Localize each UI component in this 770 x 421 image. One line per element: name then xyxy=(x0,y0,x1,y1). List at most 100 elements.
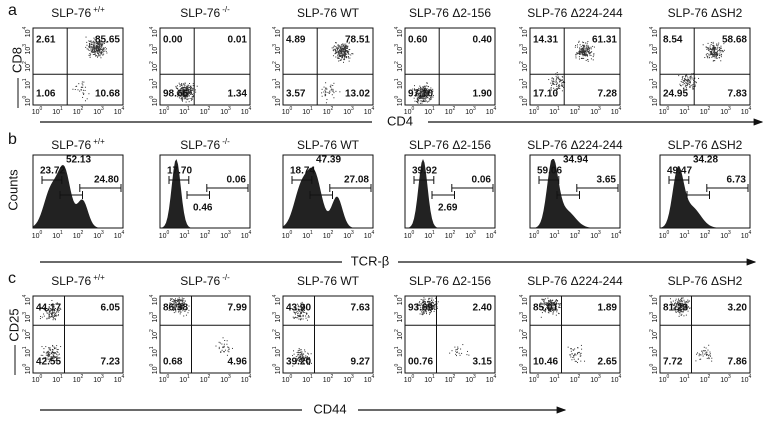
tick-exponent: 2 xyxy=(708,374,711,380)
tick-label: 104 xyxy=(22,26,32,37)
event-dot xyxy=(99,55,100,56)
event-dot xyxy=(97,57,98,58)
tick-label: 102 xyxy=(445,230,456,240)
event-dot xyxy=(429,100,430,101)
event-dot xyxy=(692,84,693,85)
event-dot xyxy=(462,344,463,345)
event-dot xyxy=(93,51,94,52)
event-dot xyxy=(94,54,95,55)
tick-exponent: 1 xyxy=(310,374,313,380)
event-dot xyxy=(434,311,435,312)
event-dot xyxy=(53,319,54,320)
event-dot xyxy=(573,356,574,357)
event-dot xyxy=(47,352,48,353)
event-dot xyxy=(719,49,720,50)
tick-exponent: 2 xyxy=(708,106,711,112)
event-dot xyxy=(584,45,585,46)
tick-label: 100 xyxy=(272,95,282,106)
event-dot xyxy=(335,49,336,50)
tick-base: 10 xyxy=(32,109,40,116)
event-dot xyxy=(720,46,721,47)
event-dot xyxy=(101,52,102,53)
event-dot xyxy=(582,50,583,51)
event-dot xyxy=(191,92,192,93)
event-dot xyxy=(102,52,103,53)
tick-label: 100 xyxy=(22,363,32,374)
tick-label: 100 xyxy=(159,106,170,116)
tick-exponent: 3 xyxy=(272,44,278,47)
event-dot xyxy=(337,55,338,56)
event-dot xyxy=(692,88,693,89)
tick-label: 102 xyxy=(272,61,282,72)
tick-label: 101 xyxy=(519,346,529,357)
tick-exponent: 2 xyxy=(578,106,581,112)
event-dot xyxy=(343,55,344,56)
event-dot xyxy=(686,315,687,316)
event-dot xyxy=(298,350,299,351)
event-dot xyxy=(93,54,94,55)
event-dot xyxy=(299,350,300,351)
event-dot xyxy=(300,349,301,350)
event-dot xyxy=(170,300,171,301)
event-dot xyxy=(101,46,102,47)
event-dot xyxy=(713,42,714,43)
quadrant-value: 1.89 xyxy=(598,303,618,314)
title-main: SLP-76 ΔSH2 xyxy=(668,274,743,288)
tick-base: 10 xyxy=(570,233,578,240)
tick-exponent: 4 xyxy=(22,294,28,297)
event-dot xyxy=(336,47,337,48)
tick-exponent: 2 xyxy=(331,374,334,380)
tick-label: 104 xyxy=(486,230,497,240)
quadrant-value: 0.40 xyxy=(473,35,493,46)
panel-label: a xyxy=(8,2,17,19)
event-dot xyxy=(426,100,427,101)
gate-value: 23.72 xyxy=(40,166,65,177)
event-dot xyxy=(325,92,326,93)
quadrant-value: 7.83 xyxy=(728,89,748,100)
event-dot xyxy=(177,299,178,300)
event-dot xyxy=(582,53,583,54)
title-main: SLP-76 Δ2-156 xyxy=(409,6,491,20)
event-dot xyxy=(54,353,55,354)
tick-base: 10 xyxy=(465,109,473,116)
event-dot xyxy=(97,46,98,47)
event-dot xyxy=(434,308,435,309)
tick-exponent: 1 xyxy=(60,106,63,112)
event-dot xyxy=(579,59,580,60)
event-dot xyxy=(331,85,332,86)
tick-label: 104 xyxy=(22,294,32,305)
tick-base: 10 xyxy=(679,233,687,240)
tick-base: 10 xyxy=(397,349,404,357)
event-dot xyxy=(344,46,345,47)
tick-exponent: 0 xyxy=(394,95,400,98)
event-dot xyxy=(575,47,576,48)
title-main: SLP-76 WT xyxy=(297,138,360,152)
tick-label: 100 xyxy=(22,95,32,106)
event-dot xyxy=(586,47,587,48)
title-main: SLP-76 ΔSH2 xyxy=(668,138,743,152)
event-dot xyxy=(721,56,722,57)
title-sup: +/+ xyxy=(93,273,105,282)
tick-base: 10 xyxy=(590,377,598,384)
tick-base: 10 xyxy=(93,377,101,384)
event-dot xyxy=(189,95,190,96)
tick-exponent: 3 xyxy=(22,44,28,47)
event-dot xyxy=(197,86,198,87)
quadrant-value: 2.61 xyxy=(36,35,56,46)
tick-base: 10 xyxy=(159,109,167,116)
plot-title: SLP-76-/- xyxy=(180,5,230,20)
event-dot xyxy=(179,83,180,84)
tick-exponent: 1 xyxy=(519,346,525,349)
tick-exponent: 2 xyxy=(331,230,334,236)
tick-exponent: 2 xyxy=(149,329,155,332)
event-dot xyxy=(224,340,225,341)
tick-exponent: 0 xyxy=(537,374,540,380)
tick-label: 100 xyxy=(32,230,43,240)
tick-exponent: 3 xyxy=(351,106,354,112)
tick-base: 10 xyxy=(570,377,578,384)
event-dot xyxy=(585,49,586,50)
event-dot xyxy=(431,298,432,299)
title-main: SLP-76 xyxy=(180,138,220,152)
event-dot xyxy=(55,352,56,353)
